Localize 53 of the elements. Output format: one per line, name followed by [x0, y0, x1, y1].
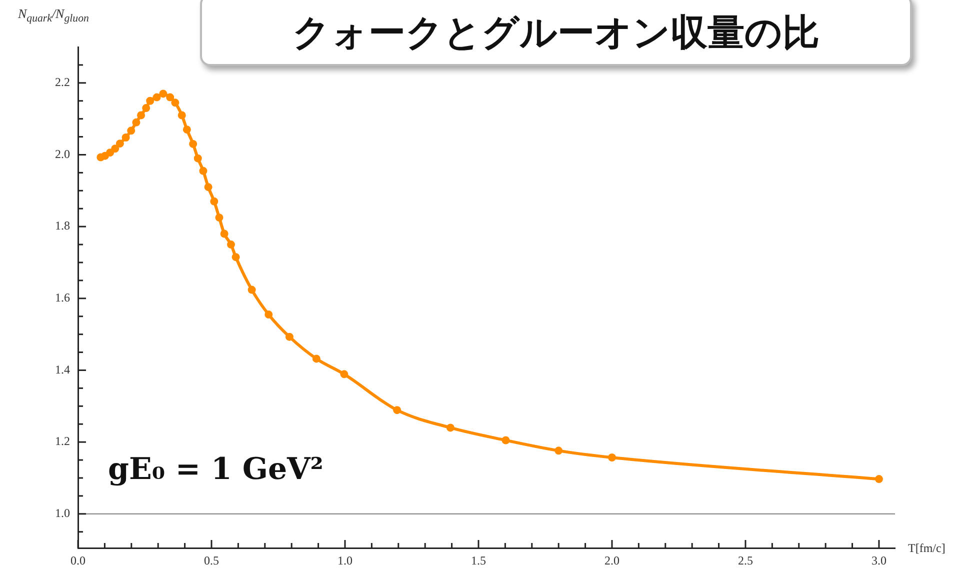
- point: [142, 104, 150, 112]
- x-tick-label: 0.0: [70, 553, 86, 568]
- point: [146, 96, 154, 105]
- point: [194, 154, 202, 162]
- point: [220, 230, 228, 238]
- point: [210, 197, 218, 206]
- y-tick-label: 1.2: [55, 434, 70, 448]
- x-tick-label: 1.5: [470, 553, 486, 568]
- x-tick-label: 0.5: [204, 553, 219, 568]
- x-tick-label: 2.5: [738, 553, 753, 568]
- point: [127, 126, 136, 135]
- y-tick-label: 1.0: [55, 506, 70, 520]
- point: [171, 98, 180, 107]
- point: [178, 111, 186, 120]
- point: [166, 93, 174, 102]
- point: [182, 126, 191, 134]
- x-tick-label: 3.0: [871, 553, 886, 568]
- point: [232, 253, 240, 262]
- y-tick-label: 2.0: [55, 146, 70, 161]
- point: [204, 183, 212, 192]
- point: [137, 111, 146, 120]
- point: [554, 446, 563, 455]
- point: [285, 332, 294, 341]
- point: [106, 148, 114, 157]
- y-axis-title: N$_{quark}$/N$_{gluon}$: [18, 6, 89, 25]
- x-axis-title: T[fm/c]: [908, 541, 946, 556]
- chart-title: クォークとグルーオン収量の比: [292, 10, 820, 56]
- x-tick-label: 2.0: [604, 553, 620, 568]
- y-tick-label: 1.4: [55, 362, 70, 376]
- point: [502, 436, 510, 444]
- point: [159, 90, 168, 98]
- point: [152, 93, 161, 102]
- point: [116, 140, 124, 148]
- y-tick-label: 2.2: [55, 75, 70, 90]
- y-tick-label: 1.8: [55, 218, 70, 233]
- point: [340, 370, 348, 378]
- point: [446, 424, 454, 432]
- annotation: gE₀ = 1 GeV²: [108, 452, 324, 487]
- point: [111, 144, 120, 153]
- point: [264, 310, 273, 319]
- point: [199, 166, 208, 175]
- point: [608, 453, 616, 462]
- point: [189, 140, 198, 148]
- x-tick-label: 1.0: [337, 553, 352, 568]
- point: [132, 118, 140, 126]
- point: [312, 354, 320, 363]
- point: [226, 240, 235, 249]
- point: [248, 286, 256, 294]
- point: [122, 134, 130, 142]
- point: [215, 214, 224, 222]
- point: [393, 406, 402, 414]
- y-tick-label: 1.6: [55, 290, 70, 305]
- point: [874, 475, 883, 484]
